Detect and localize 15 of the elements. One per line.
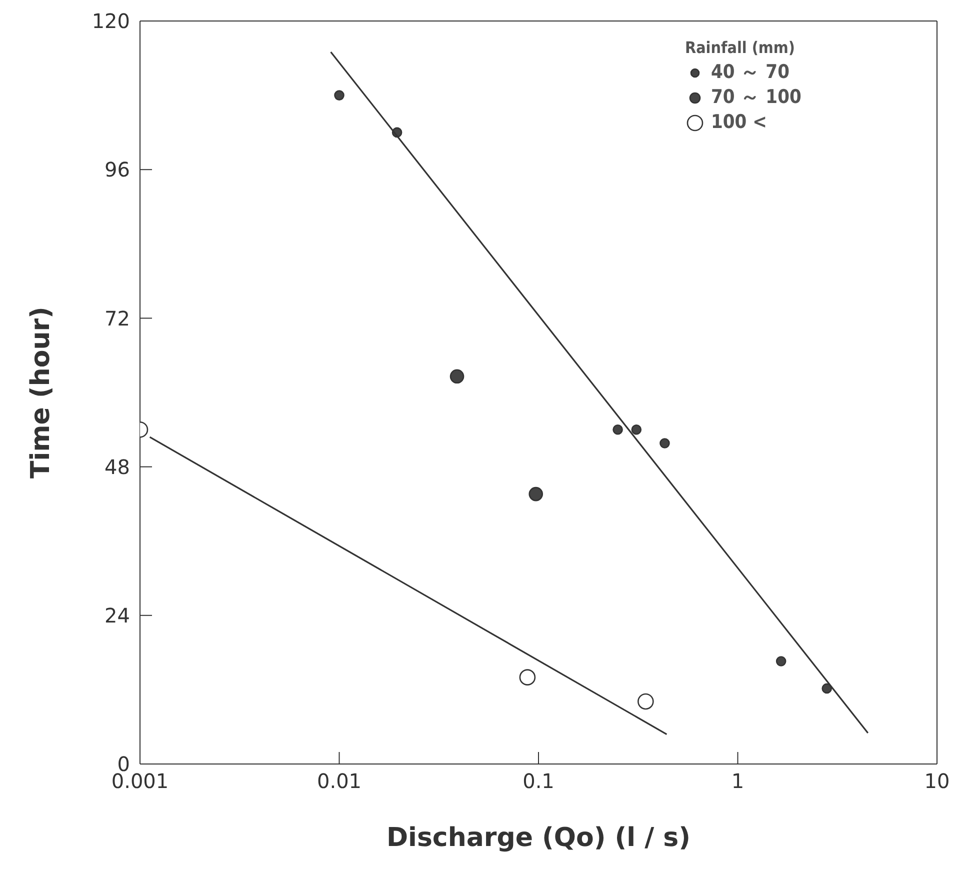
y-tick-label: 72 bbox=[104, 306, 130, 330]
legend-label: 100 < bbox=[711, 110, 767, 135]
legend-title: Rainfall (mm) bbox=[685, 37, 796, 59]
y-axis-title: Time (hour) bbox=[26, 306, 56, 478]
legend-label: 40 ～ 70 bbox=[711, 60, 790, 85]
x-tick-label: 0.01 bbox=[316, 769, 362, 794]
x-axis-title: Discharge (Qo) (l / s) bbox=[386, 823, 691, 853]
legend-label: 70 ～ 100 bbox=[711, 85, 802, 110]
x-tick-label: 0.1 bbox=[522, 769, 554, 794]
x-tick-label: 1 bbox=[731, 769, 744, 794]
y-tick-label: 120 bbox=[92, 9, 130, 34]
y-tick-label: 96 bbox=[104, 158, 130, 182]
y-tick-label: 48 bbox=[104, 454, 130, 479]
y-tick-label: 24 bbox=[104, 604, 130, 628]
x-tick-label: 10 bbox=[924, 769, 950, 794]
